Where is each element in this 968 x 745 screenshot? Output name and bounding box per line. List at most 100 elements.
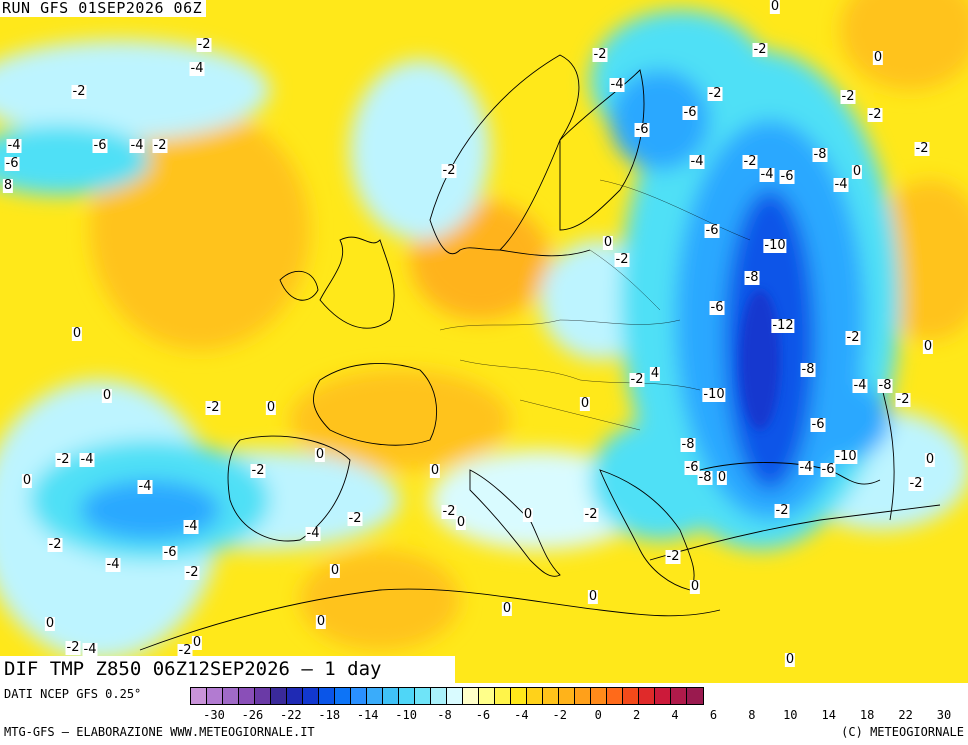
scale-cell [463, 688, 479, 704]
scale-cell [527, 688, 543, 704]
contour-label: -4 [82, 642, 98, 657]
contour-label: -4 [189, 61, 205, 76]
contour-label: 0 [522, 507, 534, 522]
contour-label: -4 [798, 460, 814, 475]
contour-label: 0 [314, 447, 326, 462]
contour-label: -2 [441, 504, 457, 519]
scale-cell [383, 688, 399, 704]
contour-label: 0 [922, 339, 934, 354]
scale-cell [623, 688, 639, 704]
scale-cell [367, 688, 383, 704]
contour-label: 0 [587, 589, 599, 604]
map-title: DIF TMP Z850 06Z12SEP2026 — 1 day [0, 656, 455, 683]
contour-label: -4 [305, 526, 321, 541]
contour-label: 0 [579, 396, 591, 411]
scale-cell [351, 688, 367, 704]
contour-label: -2 [752, 42, 768, 57]
contour-label: 8 [2, 178, 14, 193]
scale-cell [415, 688, 431, 704]
scale-tick-label: -6 [475, 708, 491, 722]
scale-cell [191, 688, 207, 704]
contour-label: -2 [908, 476, 924, 491]
contour-label: -2 [665, 549, 681, 564]
contour-label: -6 [779, 169, 795, 184]
scale-cell [655, 688, 671, 704]
contour-label: -6 [634, 122, 650, 137]
contour-label: -2 [707, 86, 723, 101]
contour-label: -6 [709, 300, 725, 315]
scale-cell [303, 688, 319, 704]
scale-tick-label: -30 [203, 708, 225, 722]
warm-area-africa [300, 550, 460, 650]
contour-label: -2 [196, 37, 212, 52]
warm-area-france [290, 370, 510, 470]
contour-label: -4 [609, 77, 625, 92]
scale-tick-label: 6 [709, 708, 718, 722]
contour-label: -2 [583, 507, 599, 522]
contour-label: 0 [101, 388, 113, 403]
contour-label: 0 [716, 470, 728, 485]
contour-label: -4 [129, 138, 145, 153]
contour-label: -2 [250, 463, 266, 478]
contour-label: -4 [852, 378, 868, 393]
contour-label: -2 [65, 640, 81, 655]
contour-label: 4 [649, 366, 661, 381]
contour-label: -8 [800, 362, 816, 377]
contour-label: 0 [501, 601, 513, 616]
contour-label: -2 [177, 643, 193, 658]
contour-label: -6 [682, 105, 698, 120]
scale-cell [607, 688, 623, 704]
contour-label: 0 [689, 579, 701, 594]
scale-cell [239, 688, 255, 704]
contour-label: -10 [763, 238, 787, 253]
contour-label: 0 [602, 235, 614, 250]
contour-label: -6 [162, 545, 178, 560]
contour-label: -2 [867, 107, 883, 122]
scale-cell [207, 688, 223, 704]
scale-cell [479, 688, 495, 704]
contour-label: -2 [614, 252, 630, 267]
scale-tick-label: 2 [633, 708, 641, 722]
contour-label: -4 [6, 138, 22, 153]
contour-label: -2 [205, 400, 221, 415]
contour-label: -6 [4, 156, 20, 171]
contour-label: -6 [684, 460, 700, 475]
contour-label: -2 [774, 503, 790, 518]
contour-label: -2 [441, 163, 457, 178]
scale-tick-label: -10 [395, 708, 417, 722]
scale-cell [671, 688, 687, 704]
scale-cell [255, 688, 271, 704]
scale-tick-label: 8 [748, 708, 756, 722]
scale-tick-label: -18 [318, 708, 341, 722]
contour-label: -2 [347, 511, 363, 526]
contour-label: 0 [44, 616, 56, 631]
contour-label: -2 [152, 138, 168, 153]
contour-label: -8 [680, 437, 696, 452]
scale-tick-label: -26 [241, 708, 264, 722]
map-fill [0, 0, 968, 683]
credit-copyright: (C) METEOGIORNALE [841, 725, 964, 739]
data-source: DATI NCEP GFS 0.25° [4, 687, 142, 701]
contour-label: -2 [840, 89, 856, 104]
contour-label: -2 [742, 154, 758, 169]
contour-label: -6 [810, 417, 826, 432]
scale-cell [431, 688, 447, 704]
scale-tick-label: -8 [437, 708, 452, 722]
scale-tick-label: 14 [821, 708, 836, 722]
contour-label: 0 [265, 400, 277, 415]
scale-tick-label: 30 [936, 708, 952, 722]
scale-cell [287, 688, 303, 704]
cool-area-norway-sea [350, 60, 490, 240]
contour-label: 0 [429, 463, 441, 478]
contour-label: -2 [629, 372, 645, 387]
contour-label: -6 [92, 138, 108, 153]
contour-label: -2 [592, 47, 608, 62]
scale-tick-label: 4 [671, 708, 679, 722]
temperature-anomaly-map: 0 -2 -4 -2 -2 -2 0 -4 -2 -2 -6 -2 -6 -4 -6 -4 -2 -2 -6 -4 -2… [0, 0, 968, 683]
contour-label: -4 [689, 154, 705, 169]
contour-label: 0 [21, 473, 33, 488]
scale-cell [559, 688, 575, 704]
contour-label: -2 [895, 392, 911, 407]
scale-tick-label: 0 [594, 708, 602, 722]
contour-label: 0 [315, 614, 327, 629]
